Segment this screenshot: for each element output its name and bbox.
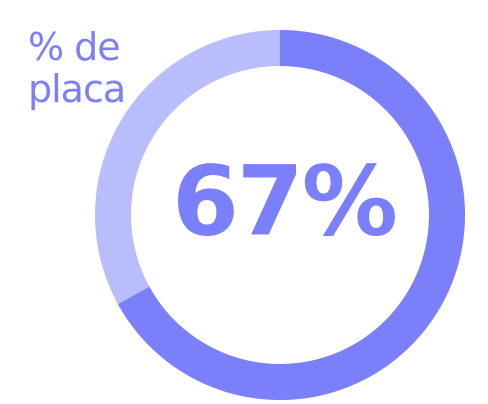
arc [117,30,465,400]
center-label: 67% [172,145,396,257]
chart-title: % de placa [28,25,126,111]
